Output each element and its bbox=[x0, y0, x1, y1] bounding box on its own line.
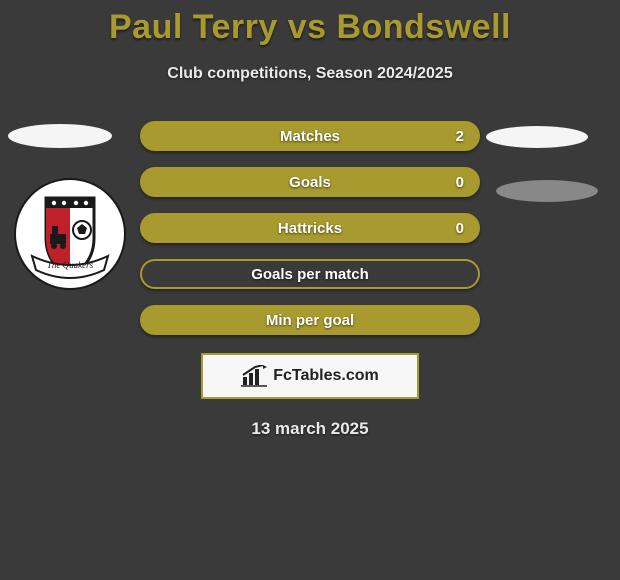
stat-row-goals-per-match: Goals per match bbox=[140, 259, 480, 289]
stat-label: Matches bbox=[280, 128, 340, 145]
stat-label: Goals per match bbox=[251, 266, 369, 283]
brand-box[interactable]: FcTables.com bbox=[201, 353, 419, 399]
page-title: Paul Terry vs Bondswell bbox=[0, 0, 620, 47]
date-label: 13 march 2025 bbox=[0, 419, 620, 439]
stat-value: 2 bbox=[456, 128, 464, 145]
stat-label: Hattricks bbox=[278, 220, 342, 237]
page-subtitle: Club competitions, Season 2024/2025 bbox=[0, 65, 620, 83]
stat-row-hattricks: Hattricks 0 bbox=[140, 213, 480, 243]
decor-ellipse-left bbox=[8, 124, 112, 148]
stat-label: Goals bbox=[289, 174, 331, 191]
stat-row-matches: Matches 2 bbox=[140, 121, 480, 151]
brand-text: FcTables.com bbox=[273, 367, 379, 385]
stat-row-goals: Goals 0 bbox=[140, 167, 480, 197]
stat-value: 0 bbox=[456, 220, 464, 237]
chart-icon bbox=[241, 365, 267, 387]
stat-label: Min per goal bbox=[266, 312, 354, 329]
svg-text:The Quakers: The Quakers bbox=[47, 260, 94, 270]
club-crest: The Quakers bbox=[14, 178, 126, 290]
stat-value: 0 bbox=[456, 174, 464, 191]
decor-ellipse-right-1 bbox=[486, 126, 588, 148]
decor-ellipse-right-2 bbox=[496, 180, 598, 202]
stat-row-min-per-goal: Min per goal bbox=[140, 305, 480, 335]
